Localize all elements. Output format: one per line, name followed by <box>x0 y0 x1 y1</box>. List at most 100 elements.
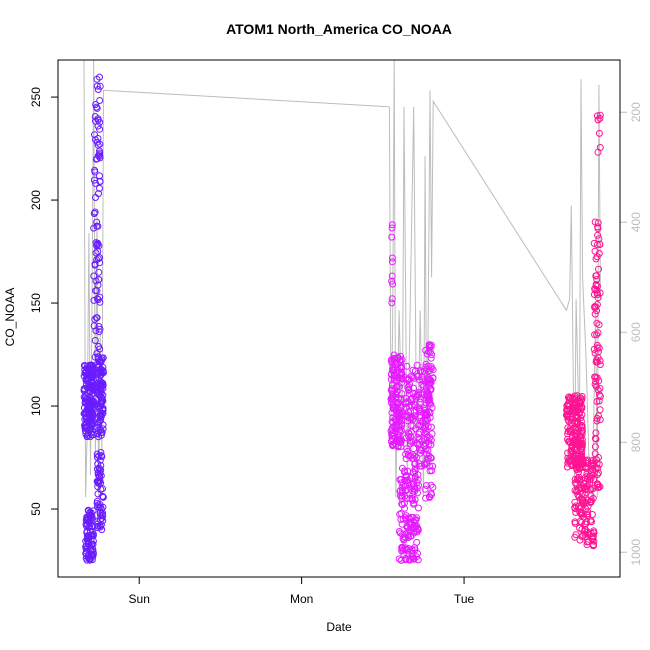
data-point <box>591 331 599 339</box>
data-point <box>571 403 579 411</box>
data-point <box>591 247 599 255</box>
data-point <box>573 476 581 484</box>
data-point <box>387 427 395 435</box>
data-point <box>388 233 396 241</box>
data-point <box>403 495 411 503</box>
data-point <box>427 481 435 489</box>
data-point <box>97 472 105 480</box>
data-point <box>90 224 98 232</box>
data-point <box>427 354 435 362</box>
y2-tick-label: 800 <box>629 432 643 452</box>
data-point <box>595 454 602 461</box>
data-point <box>96 381 104 389</box>
data-point <box>420 441 428 449</box>
data-point <box>577 399 585 407</box>
data-point <box>99 406 107 414</box>
data-point <box>571 437 579 445</box>
data-point <box>578 436 586 444</box>
data-point <box>388 272 396 280</box>
data-point <box>411 496 419 504</box>
data-point <box>389 429 397 437</box>
data-point <box>409 437 417 445</box>
data-point <box>94 255 102 263</box>
data-point <box>86 362 94 370</box>
data-point <box>97 449 105 456</box>
data-point <box>564 415 572 423</box>
y2-tick-label: 400 <box>629 212 643 232</box>
data-point <box>98 526 106 534</box>
data-point <box>395 408 403 416</box>
y-tick-label: 150 <box>29 293 43 313</box>
data-point <box>403 362 411 370</box>
data-point <box>392 417 400 425</box>
data-point <box>96 417 104 425</box>
data-point <box>415 430 423 438</box>
data-point <box>404 429 412 437</box>
data-point <box>575 486 582 494</box>
data-point <box>389 280 397 288</box>
data-point <box>413 361 421 369</box>
y-tick-label: 50 <box>29 502 43 516</box>
data-point <box>94 353 102 361</box>
data-point <box>99 397 107 405</box>
data-point <box>97 416 105 424</box>
data-point <box>408 552 416 560</box>
data-point <box>567 394 575 402</box>
data-point <box>582 520 590 528</box>
data-point <box>570 396 578 404</box>
data-point <box>564 435 571 443</box>
data-point <box>426 462 434 470</box>
data-point <box>414 550 421 557</box>
data-point <box>93 295 101 303</box>
data-point <box>594 291 602 299</box>
data-point <box>97 369 105 377</box>
data-point <box>399 515 407 523</box>
data-point <box>413 479 421 487</box>
data-point <box>402 395 410 402</box>
data-points-group <box>80 73 604 564</box>
data-point <box>93 370 101 378</box>
data-point <box>94 248 102 255</box>
data-point <box>422 399 430 407</box>
data-point <box>90 322 98 330</box>
x-axis-label: Date <box>326 620 352 634</box>
data-point <box>592 272 600 280</box>
data-point <box>405 430 413 438</box>
data-point <box>596 144 604 151</box>
data-point <box>388 386 396 394</box>
data-point <box>584 460 592 468</box>
data-point <box>94 86 102 93</box>
data-point <box>568 445 576 453</box>
data-point <box>398 464 406 472</box>
data-point <box>94 222 102 230</box>
data-point <box>594 484 602 491</box>
data-point <box>96 154 104 162</box>
data-point <box>595 265 602 273</box>
data-point <box>95 276 103 284</box>
data-point <box>94 388 102 396</box>
data-point <box>591 443 599 451</box>
data-point <box>409 480 417 488</box>
data-point <box>427 376 435 384</box>
data-point <box>402 412 410 420</box>
data-point <box>80 385 88 392</box>
data-point <box>596 393 604 400</box>
data-point <box>93 82 101 90</box>
data-point <box>388 426 396 434</box>
data-point <box>593 286 601 294</box>
data-point <box>96 97 104 104</box>
data-point <box>580 527 588 535</box>
data-point <box>578 463 586 471</box>
data-point <box>592 255 600 263</box>
data-point <box>418 380 426 388</box>
data-point <box>90 209 98 217</box>
data-point <box>587 469 595 477</box>
data-point <box>421 485 429 493</box>
data-point <box>571 519 579 527</box>
data-point <box>81 362 89 370</box>
data-point <box>398 427 406 435</box>
data-point <box>411 544 419 552</box>
data-point <box>399 546 407 554</box>
data-point <box>398 500 406 508</box>
data-point <box>96 501 104 509</box>
